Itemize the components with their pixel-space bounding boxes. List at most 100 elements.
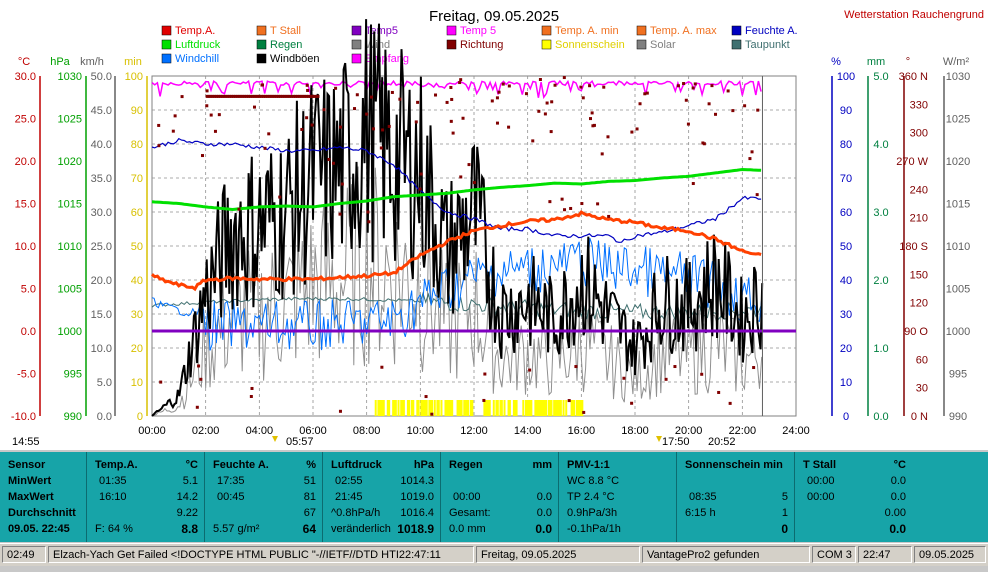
legend-label: Empfang <box>365 53 409 65</box>
richtung-dot <box>459 78 463 82</box>
richtung-dot <box>231 94 235 98</box>
richtung-dot <box>664 377 668 381</box>
sunshine-bar <box>524 400 527 416</box>
richtung-dot <box>269 94 273 98</box>
richtung-dot <box>702 142 706 146</box>
legend-swatch <box>351 39 362 50</box>
status-port: COM 3 <box>812 546 856 563</box>
degree-tick: 300 <box>910 128 928 140</box>
sunshine-bar <box>417 400 420 416</box>
richtung-dot <box>338 212 342 216</box>
min-tick: 80 <box>131 139 143 151</box>
richtung-dot <box>416 100 420 104</box>
richtung-dot <box>275 94 279 98</box>
percent-tick: 10 <box>840 377 852 389</box>
sunshine-bar <box>484 400 487 416</box>
richtung-dot <box>224 94 228 98</box>
richtung-dot <box>171 129 175 133</box>
sunshine-bar <box>530 400 533 416</box>
richtung-dot <box>199 377 203 381</box>
sunshine-bar <box>496 400 499 416</box>
sunshine-bar <box>542 400 545 416</box>
mm-tick: 2.0 <box>873 275 888 287</box>
sunshine-bar <box>554 400 557 416</box>
richtung-dot <box>743 104 747 108</box>
sunshine-bar <box>449 400 452 416</box>
unit-wm2: W/m² <box>943 56 970 68</box>
degree-tick: 30 <box>916 383 928 395</box>
unit-hpa: hPa <box>50 56 70 68</box>
min-tick: 30 <box>131 309 143 321</box>
richtung-dot <box>239 94 243 98</box>
richtung-dot <box>209 94 213 98</box>
sunshine-bar <box>558 400 561 416</box>
legend-swatch <box>256 39 267 50</box>
richtung-dot <box>316 94 320 98</box>
stats-col-pressure: Luftdruck hPa 02:55 1014.3 21:45 1019.0 … <box>323 452 441 542</box>
unit-degree: ° <box>906 56 910 68</box>
stats-hum-max-time: 00:45 <box>217 491 245 503</box>
richtung-dot <box>215 94 219 98</box>
degree-tick: 360 N <box>899 71 928 83</box>
sunshine-bar <box>488 400 491 416</box>
stats-pmv-header: PMV-1:1 <box>567 459 610 471</box>
percent-tick: 40 <box>840 275 852 287</box>
richtung-dot <box>596 202 600 206</box>
series-temp-a <box>151 210 762 292</box>
unit-kmh: km/h <box>80 56 104 68</box>
richtung-dot <box>211 94 215 98</box>
hpa-tick: 990 <box>64 411 82 423</box>
richtung-dot <box>271 94 275 98</box>
stats-sun-duration: 6:15 h <box>685 507 716 519</box>
legend-swatch <box>731 39 742 50</box>
richtung-dot <box>254 94 258 98</box>
series-feuchte <box>151 137 762 243</box>
time-tick: 12:00 <box>460 425 488 437</box>
richtung-dot <box>701 141 705 145</box>
stats-hum-min: 51 <box>303 475 316 487</box>
richtung-dot <box>458 81 462 85</box>
stats-rain-extra: 0.0 mm <box>449 523 486 535</box>
richtung-dot <box>237 207 241 211</box>
legend-swatch <box>446 39 457 50</box>
sunshine-bar <box>382 400 385 416</box>
stats-press-extra: veränderlich <box>331 523 391 535</box>
richtung-dot <box>233 94 237 98</box>
richtung-dot <box>286 94 290 98</box>
richtung-dot <box>288 94 292 98</box>
richtung-dot <box>290 94 294 98</box>
richtung-dot <box>748 157 752 161</box>
richtung-dot <box>459 175 463 179</box>
kmh-tick: 5.0 <box>97 377 112 389</box>
legend-swatch <box>256 53 267 64</box>
degree-tick: 180 S <box>899 241 928 253</box>
unit-percent: % <box>831 56 841 68</box>
status-bar: 02:49 Elzach-Yach Get Failed <!DOCTYPE H… <box>0 543 988 566</box>
degree-tick: 330 <box>910 99 928 111</box>
stats-tstall-max: 0.0 <box>890 491 906 503</box>
min-tick: 40 <box>131 275 143 287</box>
richtung-dot <box>267 132 271 136</box>
richtung-dot <box>159 380 163 384</box>
richtung-dot <box>331 161 335 165</box>
richtung-dot <box>707 102 711 106</box>
sunshine-bar <box>492 400 495 416</box>
stats-col-sunshine: Sonnenschein min 08:35 5 6:15 h 1 0 <box>677 452 795 542</box>
percent-tick: 20 <box>840 343 852 355</box>
stats-sun-now: 0 <box>781 522 788 536</box>
sunshine-bar <box>512 400 515 416</box>
richtung-dot <box>312 94 316 98</box>
richtung-dot <box>501 82 505 86</box>
richtung-dot <box>338 409 342 413</box>
sunshine-bar <box>423 400 426 416</box>
stats-rain-max: 0.0 <box>536 491 552 503</box>
stats-temp-min: 5.1 <box>182 475 198 487</box>
richtung-dot <box>563 208 567 212</box>
sunshine-bar <box>486 400 489 416</box>
richtung-dot <box>217 113 221 117</box>
sunshine-bar <box>565 400 568 416</box>
stats-rain-header: Regen <box>449 459 483 471</box>
richtung-dot <box>710 84 714 88</box>
richtung-dot <box>419 172 423 176</box>
time-tick: 20:00 <box>675 425 703 437</box>
